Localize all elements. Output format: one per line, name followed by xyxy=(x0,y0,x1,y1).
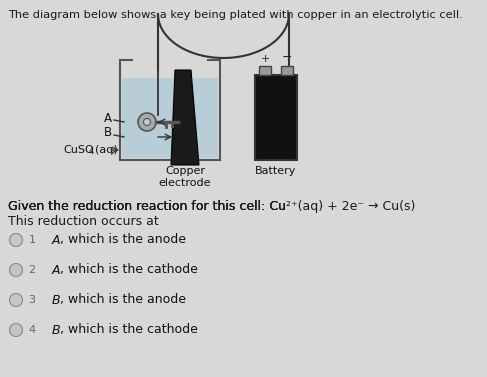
Text: , which is the cathode: , which is the cathode xyxy=(60,323,198,337)
Text: 2: 2 xyxy=(28,265,36,275)
Bar xyxy=(255,75,297,160)
Text: B: B xyxy=(52,294,60,307)
Text: A: A xyxy=(104,112,112,124)
Text: 1: 1 xyxy=(29,235,36,245)
Circle shape xyxy=(10,323,22,337)
Circle shape xyxy=(138,113,156,131)
Bar xyxy=(259,66,271,75)
Circle shape xyxy=(10,264,22,276)
Text: A: A xyxy=(52,233,60,247)
Text: Battery: Battery xyxy=(255,166,297,176)
Text: This reduction occurs at: This reduction occurs at xyxy=(8,215,159,228)
Text: −: − xyxy=(282,51,292,64)
Text: A: A xyxy=(52,264,60,276)
Text: , which is the anode: , which is the anode xyxy=(60,294,186,307)
Circle shape xyxy=(10,294,22,307)
Text: Given the reduction reaction for this cell: Cu: Given the reduction reaction for this ce… xyxy=(8,200,286,213)
Text: +: + xyxy=(261,54,270,64)
Text: CuSO: CuSO xyxy=(63,145,94,155)
Text: electrode: electrode xyxy=(159,178,211,188)
Polygon shape xyxy=(122,78,218,158)
Circle shape xyxy=(144,118,150,126)
Text: 3: 3 xyxy=(29,295,36,305)
Bar xyxy=(281,66,293,75)
Text: 4: 4 xyxy=(28,325,36,335)
Text: , which is the cathode: , which is the cathode xyxy=(60,264,198,276)
Text: (aq): (aq) xyxy=(95,145,118,155)
Text: The diagram below shows a key being plated with copper in an electrolytic cell.: The diagram below shows a key being plat… xyxy=(8,10,463,20)
Text: 4: 4 xyxy=(89,147,94,156)
Polygon shape xyxy=(171,70,199,165)
Text: B: B xyxy=(104,127,112,139)
Text: Given the reduction reaction for this cell: Cu²⁺(aq) + 2e⁻ → Cu(s): Given the reduction reaction for this ce… xyxy=(8,200,415,213)
Text: , which is the anode: , which is the anode xyxy=(60,233,186,247)
Circle shape xyxy=(10,233,22,247)
Text: B: B xyxy=(52,323,60,337)
Text: Given the reduction reaction for this cell: Cu: Given the reduction reaction for this ce… xyxy=(8,200,286,213)
Text: Copper: Copper xyxy=(165,166,205,176)
